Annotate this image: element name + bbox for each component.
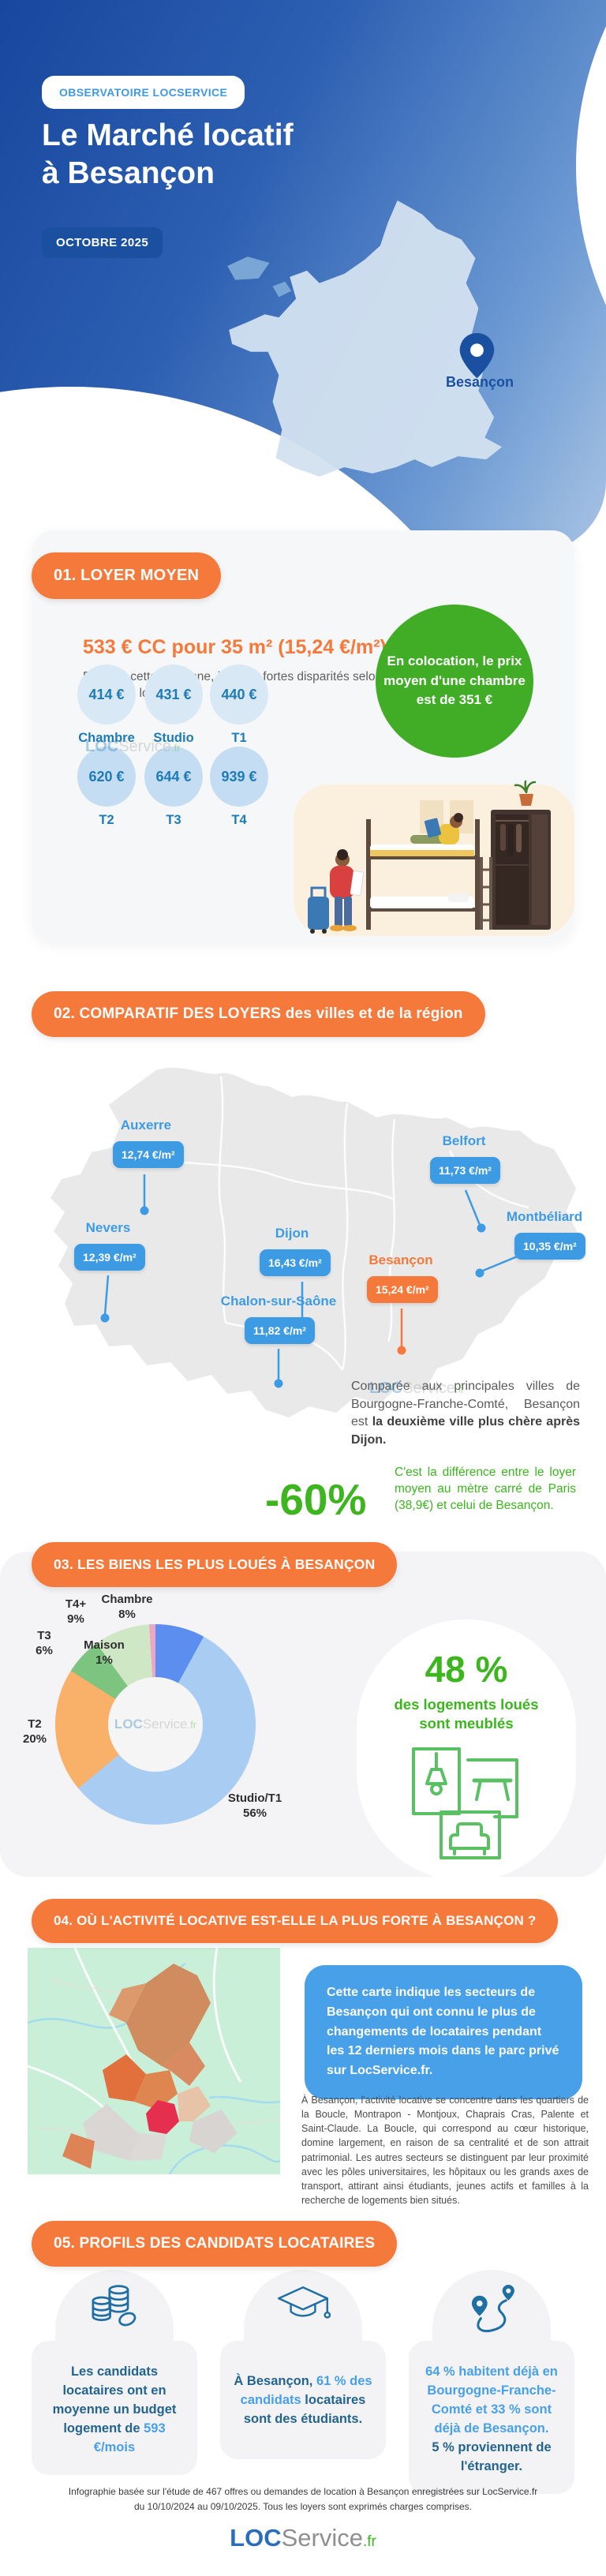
footnote-line2: du 10/10/2024 au 09/10/2025. Tous les lo… [133, 2500, 473, 2512]
furnished-value: 48 % [425, 1649, 508, 1690]
bunk-bed-illustration [366, 819, 492, 930]
donut-label-t3: T3 6% [36, 1629, 53, 1657]
footnote: Infographie basée sur l'étude de 467 off… [58, 2484, 548, 2514]
donut-label-chambre: Chambre 8% [101, 1593, 153, 1621]
city-price-nevers: 12,39 €/m² [74, 1244, 145, 1271]
rent-bubble-studio: 431 € Studio [144, 665, 203, 746]
locservice-watermark: LOCService.fr [85, 738, 181, 755]
donut-label-t2: T2 20% [22, 1717, 47, 1746]
city-price-montbeliard: 10,35 €/m² [514, 1233, 585, 1260]
rent-label: Chambre [78, 731, 135, 745]
rent-value: 440 € [210, 665, 268, 724]
page-title-line2: à Besançon [42, 156, 215, 190]
besancon-sector-map [28, 1948, 280, 2174]
furnished-stat-blob: 48 % des logements loués sont meublés [357, 1619, 576, 1881]
locservice-watermark: LOCService.fr [369, 1380, 465, 1397]
section3-pill: 03. LES BIENS LES PLUS LOUÉS À BESANÇON [32, 1542, 398, 1587]
donut-label-t4: T4+ 9% [65, 1597, 87, 1626]
coloc-line2: moyen d'une chambre [383, 672, 526, 688]
roommates-illustration [294, 780, 574, 936]
rent-value: 431 € [144, 665, 203, 724]
activity-paragraph: À Besançon, l'activité locative se conce… [301, 2095, 589, 2206]
donut-label-studio-t1: Studio/T1 56% [227, 1792, 282, 1820]
profile-text-origin: 64 % habitent déjà en Bourgogne-Franche-… [409, 2341, 574, 2494]
observatory-badge: OBSERVATOIRE LOCSERVICE [42, 76, 245, 109]
city-label-montbeliard: Montbéliard [506, 1209, 583, 1224]
city-label-besancon: Besançon [368, 1252, 433, 1267]
person-suitcase-illustration [308, 849, 365, 934]
furnished-label: des logements loués sont meublés [394, 1696, 539, 1732]
rent-bubble-t1: 440 € T1 [210, 665, 268, 746]
rent-bubble-chambre: 414 € Chambre [77, 665, 136, 746]
city-price-chalon: 11,82 €/m² [245, 1317, 315, 1344]
rent-label: T3 [166, 813, 181, 827]
city-price-auxerre: 12,74 €/m² [113, 1141, 184, 1168]
map-explanation-bubble: Cette carte indique les secteurs de Besa… [305, 1965, 582, 2099]
footnote-line1: Infographie basée sur l'étude de 467 off… [68, 2486, 538, 2497]
rent-value: 620 € [77, 747, 136, 807]
coloc-line1: En colocation, le prix [387, 653, 522, 669]
city-label-chalon: Chalon-sur-Saône [220, 1294, 337, 1309]
wardrobe-illustration [491, 780, 551, 930]
rent-bubble-t3: 644 € T3 [144, 747, 203, 828]
city-label-nevers: Nevers [85, 1220, 131, 1235]
page-title: Le Marché locatif à Besançon [42, 117, 294, 193]
rent-value: 414 € [77, 665, 136, 724]
delta-value: -60% [265, 1475, 367, 1524]
section5-pill: 05. PROFILS DES CANDIDATS LOCATAIRES [32, 2221, 398, 2267]
delta-text: C'est la différence entre le loyer moyen… [395, 1466, 576, 1512]
section2-pill: 02. COMPARATIF DES LOYERS des villes et … [32, 991, 485, 1037]
rent-bubble-t2: 620 € T2 [77, 747, 136, 828]
city-price-dijon: 16,43 €/m² [260, 1249, 331, 1276]
rent-label: T1 [231, 731, 247, 745]
city-label-auxerre: Auxerre [120, 1118, 172, 1133]
rent-label: T2 [99, 813, 114, 827]
section1-pill: 01. LOYER MOYEN [32, 552, 222, 599]
graduation-cap-icon [277, 2286, 331, 2319]
donut-hole: LOCService.fr [108, 1677, 203, 1772]
channel-island-shape [272, 281, 292, 298]
region-map [50, 1067, 578, 1417]
city-price-besancon: 15,24 €/m² [367, 1276, 438, 1303]
city-label-belfort: Belfort [442, 1133, 486, 1148]
person-reading-illustration [410, 813, 463, 844]
average-rent-headline: 533 € CC pour 35 m² (15,24 €/m²) [83, 636, 387, 658]
map-city-label: Besançon [445, 374, 514, 390]
locservice-watermark: LOCService.fr [114, 1717, 197, 1732]
donut-chart: LOCService.fr [55, 1624, 256, 1825]
rent-label: T4 [231, 813, 247, 827]
rent-bubble-t4: 939 € T4 [210, 747, 268, 828]
rent-value: 644 € [144, 747, 203, 807]
england-shape [227, 256, 270, 280]
france-map [227, 200, 503, 477]
donut-label-maison: Maison 1% [84, 1638, 125, 1667]
profile-text-students: À Besançon, 61 % des candidats locataire… [220, 2341, 386, 2459]
route-pins-icon [471, 2285, 514, 2333]
coloc-line3: est de 351 € [416, 692, 493, 708]
locservice-logo: LOCService.fr [230, 2524, 376, 2552]
section4-pill: 04. OÙ L'ACTIVITÉ LOCATIVE EST-ELLE LA P… [32, 1899, 559, 1943]
comparison-text: Comparée aux principales villes de Bourg… [351, 1380, 581, 1447]
date-badge: OCTOBRE 2025 [42, 227, 163, 258]
rent-label: Studio [153, 731, 194, 745]
coins-icon [92, 2285, 137, 2327]
france-shape [229, 200, 503, 477]
furniture-icon [412, 1747, 518, 1860]
coloc-price-circle: En colocation, le prix moyen d'une chamb… [376, 605, 533, 758]
city-price-belfort: 11,73 €/m² [430, 1157, 500, 1184]
rent-value: 939 € [210, 747, 268, 807]
page-title-line1: Le Marché locatif [42, 118, 294, 152]
city-label-dijon: Dijon [275, 1226, 309, 1241]
profile-text-budget: Les candidats locataires ont en moyenne … [32, 2341, 197, 2475]
